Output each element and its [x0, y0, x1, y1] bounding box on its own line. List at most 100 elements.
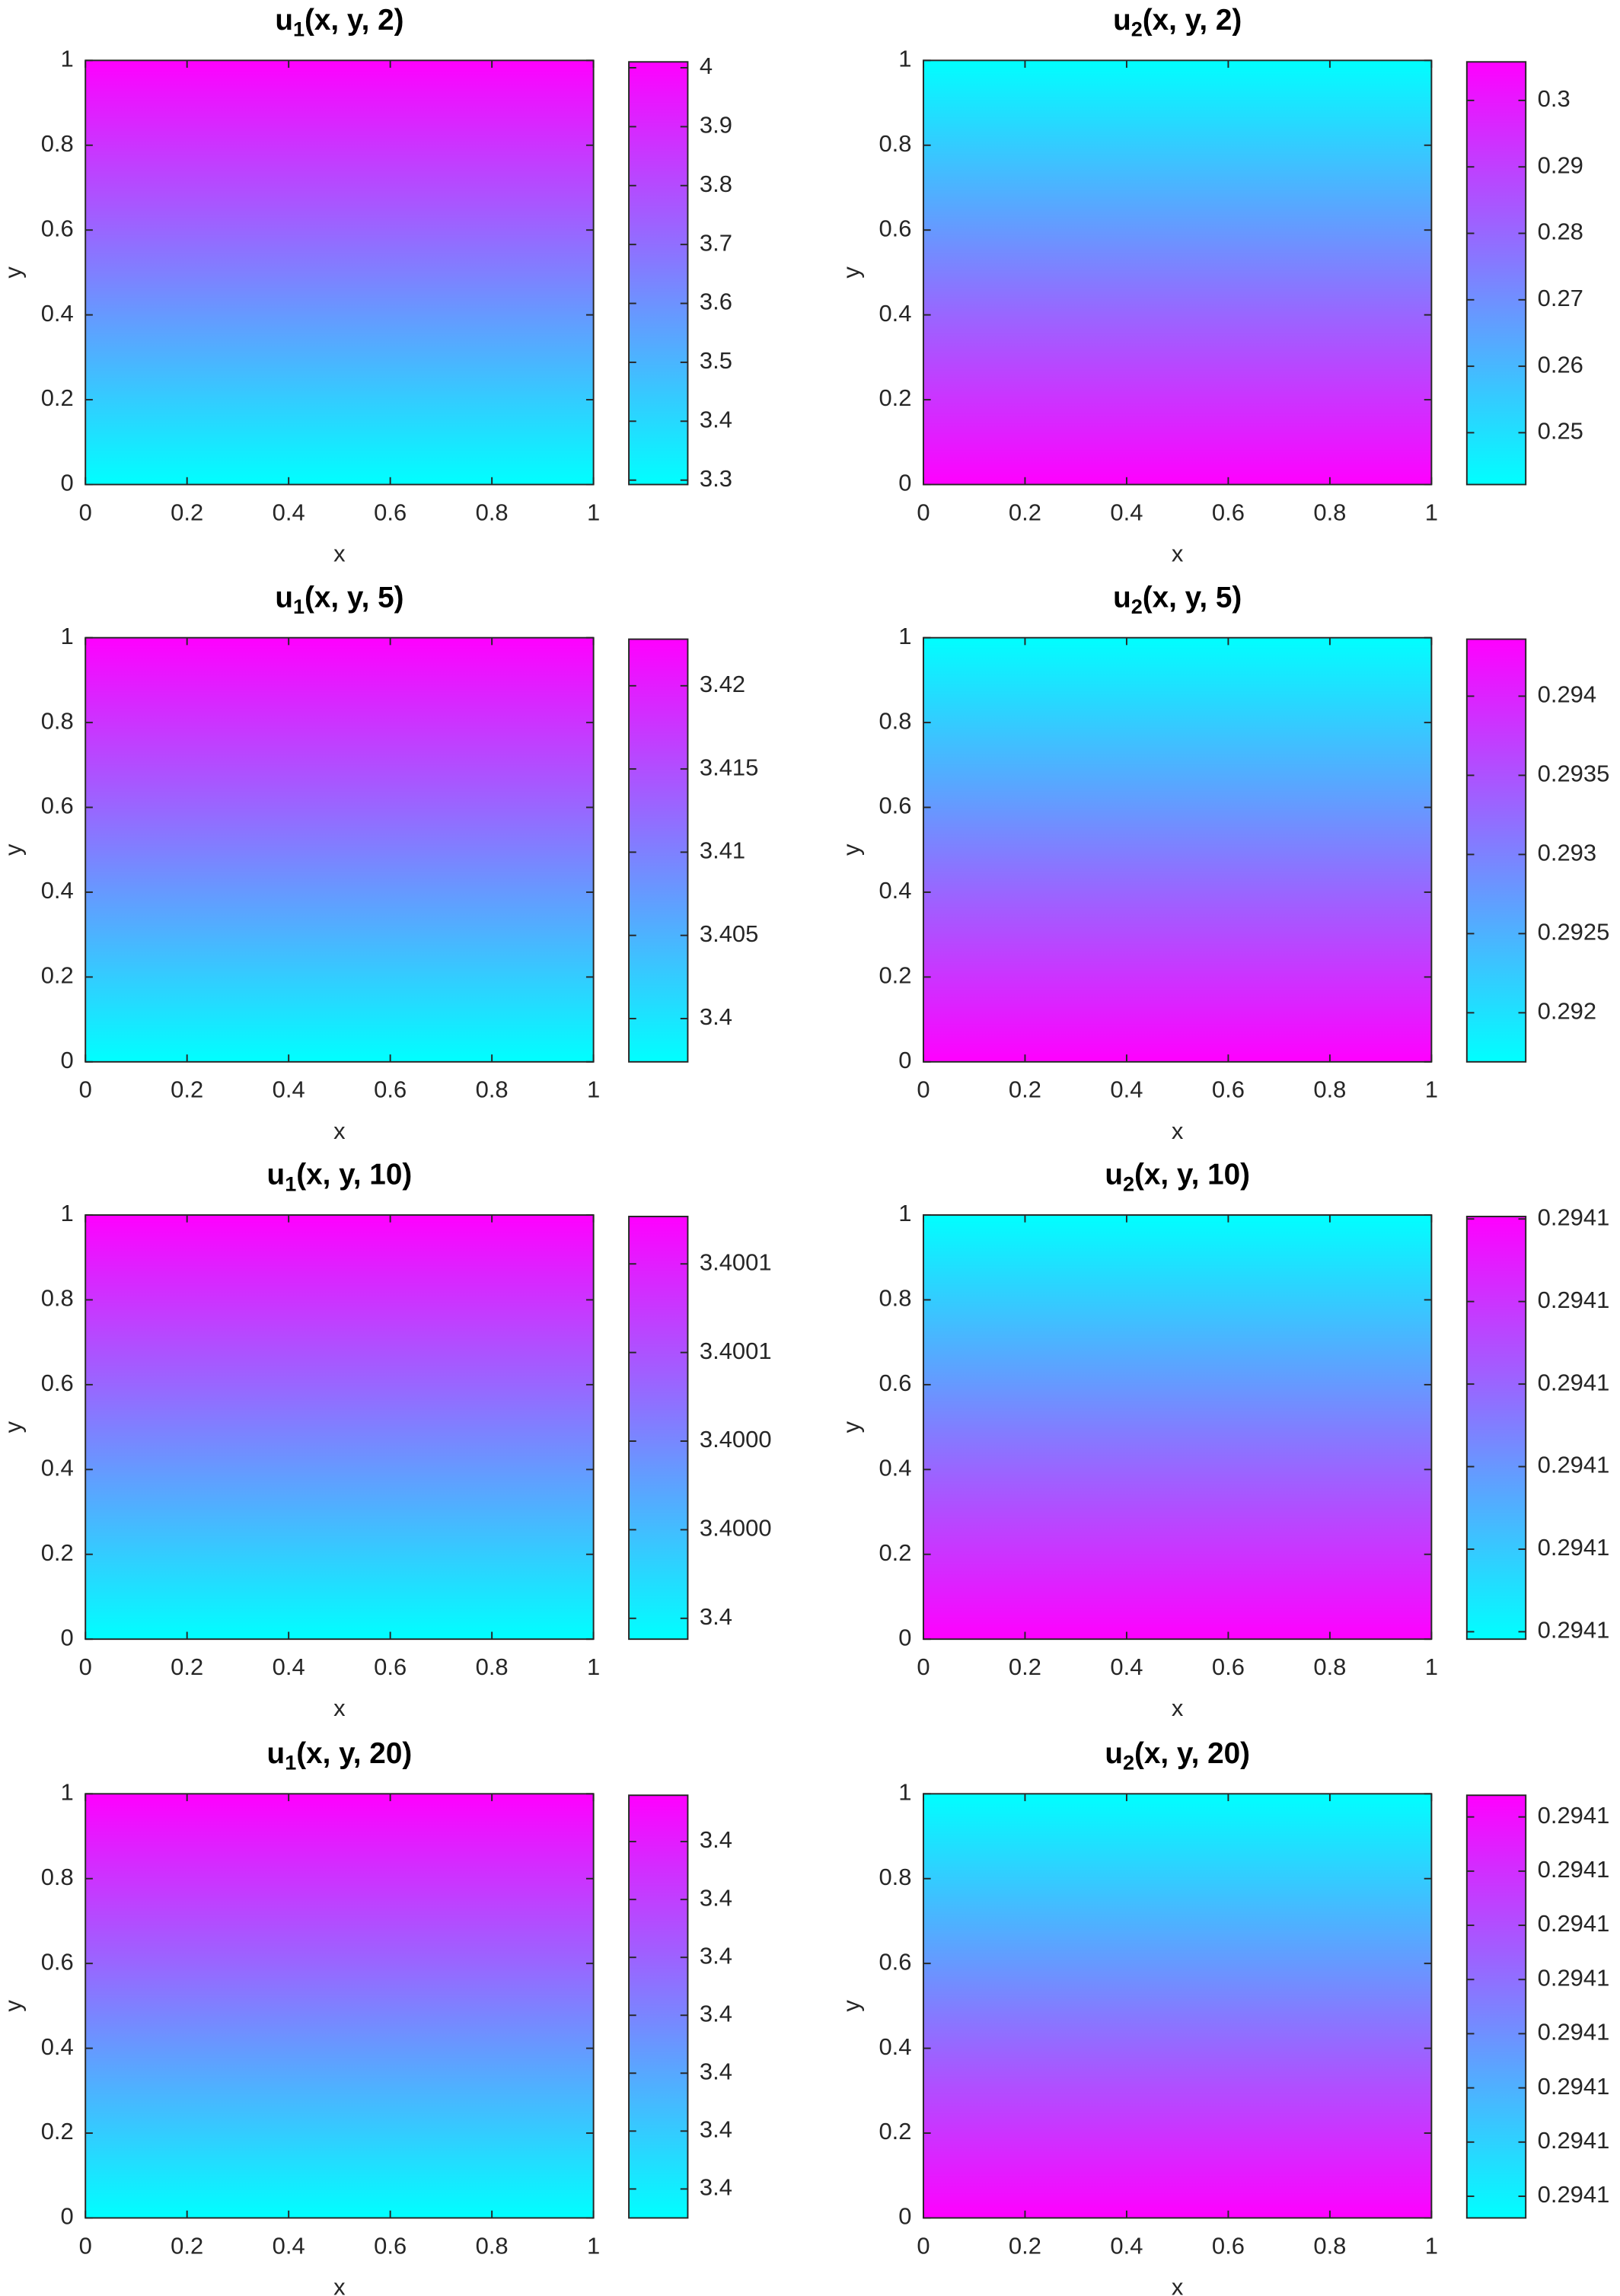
heatmap	[923, 1215, 1432, 1640]
colorbar-tick-label: 0.2941	[1538, 2073, 1610, 2100]
x-axis-label: x	[333, 541, 346, 567]
chart-title: u1(x, y, 10)	[267, 1159, 413, 1196]
colorbar	[628, 1794, 689, 2219]
y-tick-label: 0.8	[41, 707, 74, 734]
colorbar-tick-label: 3.42	[700, 671, 745, 697]
colorbar	[628, 638, 689, 1063]
y-tick-label: 0.6	[41, 1948, 74, 1975]
x-tick-label: 0	[917, 1076, 930, 1103]
x-tick-label: 0.8	[1313, 2232, 1346, 2259]
colorbar-tick-label: 3.3	[700, 465, 732, 492]
title-subscript: 2	[1123, 1172, 1134, 1195]
chart-title: u2(x, y, 20)	[1105, 1737, 1250, 1775]
y-tick-label: 0.4	[41, 300, 74, 327]
y-tick-label: 0.4	[879, 2033, 911, 2060]
colorbar-tick-label: 3.4000	[700, 1515, 772, 1542]
x-tick-label: 0	[79, 1653, 92, 1680]
title-rest: (x, y, 10)	[1134, 1159, 1250, 1191]
chart-title: u1(x, y, 2)	[275, 4, 403, 41]
colorbar-tick-label: 3.4	[700, 2116, 732, 2143]
x-tick-label: 0	[79, 2232, 92, 2259]
axes-box	[922, 1793, 1433, 2219]
title-base: u	[1113, 4, 1131, 37]
y-tick-label: 0	[61, 1047, 74, 1073]
x-tick-label: 0.4	[1110, 1076, 1143, 1103]
title-base: u	[267, 1737, 285, 1770]
x-tick-label: 0.8	[476, 1653, 509, 1680]
axes-box	[922, 636, 1433, 1063]
x-tick-label: 1	[587, 1653, 600, 1680]
heatmap	[85, 1794, 594, 2218]
y-tick-label: 0.8	[879, 707, 911, 734]
colorbar	[628, 61, 689, 486]
title-subscript: 2	[1131, 18, 1143, 41]
x-tick-label: 0.6	[1212, 1653, 1245, 1680]
x-tick-label: 0.2	[1009, 1653, 1041, 1680]
x-tick-label: 0.4	[1110, 1653, 1143, 1680]
colorbar	[1465, 61, 1527, 486]
colorbar-tick-label: 3.4001	[700, 1248, 772, 1275]
x-tick-label: 1	[1425, 2232, 1438, 2259]
y-tick-label: 0	[61, 1624, 74, 1650]
x-axis-label: x	[333, 1118, 346, 1144]
y-axis-label: y	[0, 843, 27, 856]
colorbar-tick-label: 3.4000	[700, 1426, 772, 1453]
title-rest: (x, y, 10)	[296, 1159, 412, 1191]
colorbar-tick-label: 3.41	[700, 837, 745, 864]
x-tick-label: 1	[1425, 1653, 1438, 1680]
colorbar-tick-label: 0.26	[1538, 351, 1583, 378]
colorbar-tick-label: 3.4	[700, 2000, 732, 2027]
colorbar-tick-label: 3.4	[700, 2058, 732, 2084]
y-tick-label: 0.2	[879, 384, 911, 411]
heatmap	[85, 1215, 594, 1640]
y-tick-label: 0.2	[41, 962, 74, 989]
y-tick-label: 0.8	[879, 130, 911, 157]
y-axis-label: y	[0, 266, 27, 279]
x-tick-label: 0	[917, 1653, 930, 1680]
colorbar-tick-label: 0.2925	[1538, 919, 1610, 946]
x-tick-label: 0.6	[1212, 1076, 1245, 1103]
x-tick-label: 1	[1425, 1076, 1438, 1103]
x-tick-label: 1	[587, 1076, 600, 1103]
y-tick-label: 0.6	[41, 792, 74, 819]
colorbar-tick-label: 3.405	[700, 920, 758, 947]
y-tick-label: 0.6	[41, 215, 74, 241]
x-tick-label: 0.8	[1313, 1653, 1346, 1680]
colorbar-tick-label: 0.2941	[1538, 1964, 1610, 1991]
y-tick-label: 0.6	[879, 1370, 911, 1396]
x-tick-label: 0.4	[273, 1653, 305, 1680]
x-tick-label: 0.2	[1009, 1076, 1041, 1103]
colorbar-tick-label: 3.7	[700, 229, 732, 256]
x-tick-label: 0.6	[374, 1076, 407, 1103]
title-base: u	[275, 4, 293, 37]
x-tick-label: 1	[1425, 499, 1438, 525]
y-tick-label: 0.8	[41, 1285, 74, 1312]
y-axis-label: y	[0, 2000, 27, 2012]
axes-box	[922, 59, 1433, 486]
colorbar-tick-label: 0.2941	[1538, 1204, 1610, 1230]
y-tick-label: 1	[898, 46, 911, 72]
axes-box	[85, 59, 595, 486]
y-axis-label: y	[837, 266, 864, 279]
x-tick-label: 0.8	[476, 2232, 509, 2259]
y-tick-label: 0.4	[879, 300, 911, 327]
y-tick-label: 0.8	[41, 1864, 74, 1890]
colorbar-tick-label: 3.4001	[700, 1338, 772, 1364]
x-tick-label: 0.4	[1110, 499, 1143, 525]
colorbar-tick-label: 3.9	[700, 112, 732, 139]
y-axis-label: y	[837, 1421, 864, 1433]
y-axis-label: y	[837, 843, 864, 856]
colorbar-tick-label: 0.25	[1538, 418, 1583, 445]
y-tick-label: 1	[898, 623, 911, 649]
y-tick-label: 0.2	[41, 1539, 74, 1566]
colorbar-tick-label: 0.2941	[1538, 1369, 1610, 1395]
y-tick-label: 0.2	[879, 2118, 911, 2145]
x-tick-label: 0.6	[1212, 499, 1245, 525]
title-subscript: 1	[293, 18, 305, 41]
y-tick-label: 0.2	[879, 962, 911, 989]
y-tick-label: 0.8	[879, 1864, 911, 1890]
chart-title: u1(x, y, 20)	[267, 1737, 413, 1775]
colorbar-tick-label: 0.2941	[1538, 1802, 1610, 1829]
colorbar-tick-label: 3.4	[700, 1884, 732, 1911]
heatmap	[923, 60, 1432, 485]
